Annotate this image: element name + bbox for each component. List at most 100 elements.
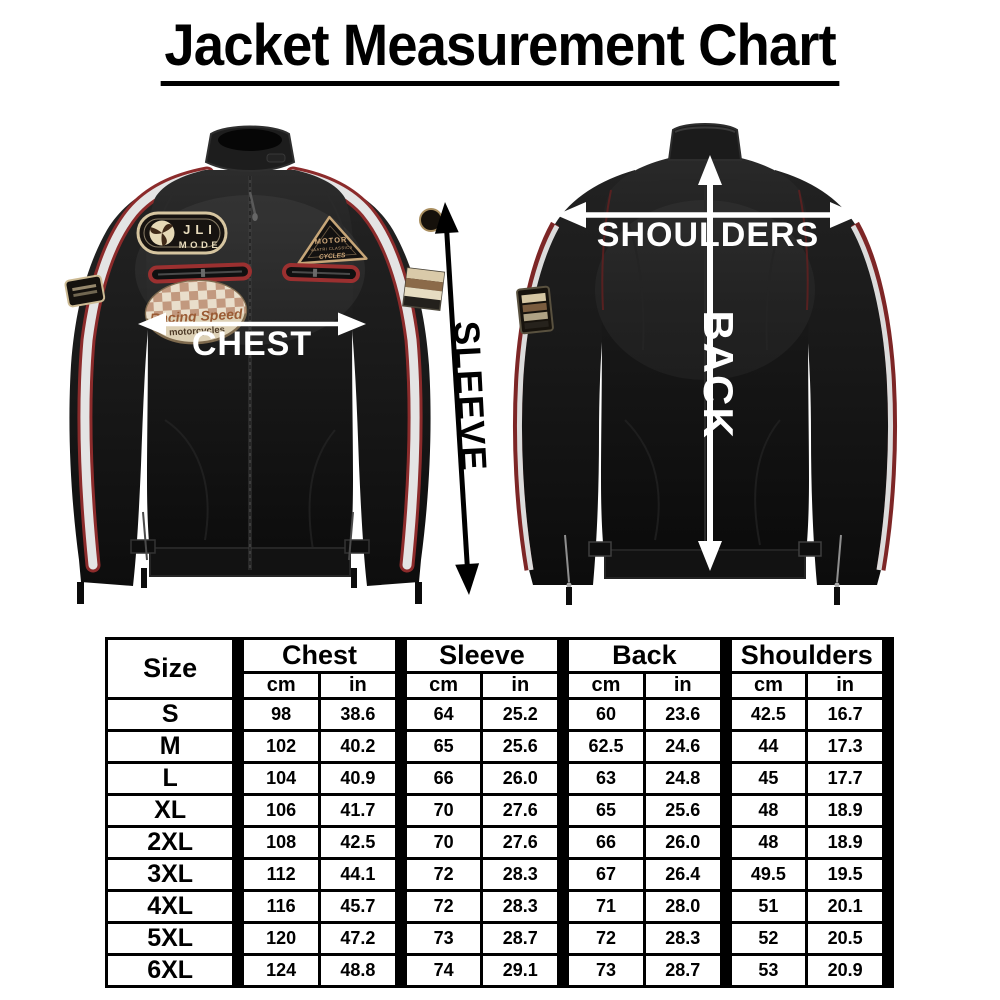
measurement-cell: 62.5 — [557, 729, 646, 764]
measurement-cell: 29.1 — [480, 953, 565, 988]
table-row: 5XL 120 47.2 73 28.7 72 28.3 52 20.5 — [105, 921, 890, 956]
front-jacket-image: JLI MODE MOTOR VAATRI CLASSICS CYCLES — [64, 125, 446, 604]
front-left-arm-patch — [64, 274, 106, 308]
measurement-cell: 40.2 — [318, 729, 403, 764]
measurement-cell: 73 — [557, 953, 646, 988]
size-cell: M — [105, 729, 240, 764]
measurement-cell: 28.7 — [642, 953, 728, 988]
measurement-cell: 49.5 — [719, 857, 809, 892]
measurement-cell: 48.8 — [318, 953, 403, 988]
group-header-row: Size Chest Sleeve Back Shoulders — [105, 637, 890, 700]
size-cell: 3XL — [105, 857, 240, 892]
measurement-cell: 17.3 — [805, 729, 890, 764]
size-cell: L — [105, 761, 240, 796]
measurement-cell: 25.2 — [480, 697, 565, 732]
table-row: S 98 38.6 64 25.2 60 23.6 42.5 16.7 — [105, 697, 890, 732]
size-column-header: Size — [105, 637, 240, 700]
measurement-cell: 72 — [557, 921, 646, 956]
measurement-cell: 74 — [394, 953, 484, 988]
measurement-cell: 16.7 — [805, 697, 890, 732]
back-torso — [588, 158, 822, 579]
measurement-cell: 20.1 — [805, 889, 890, 924]
measurement-cell: 65 — [557, 793, 646, 828]
measurement-cell: 98 — [232, 697, 322, 732]
oval-text-motorcycles: motorcycles — [169, 325, 225, 339]
front-zipper — [248, 176, 258, 570]
measurement-cell: 66 — [394, 761, 484, 796]
measurement-cell: 25.6 — [642, 793, 728, 828]
measurement-cell: 27.6 — [480, 793, 565, 828]
front-collar — [204, 125, 296, 172]
measurement-cell: 60 — [557, 697, 646, 732]
front-right-arm-patch — [402, 267, 446, 312]
measurement-cell: 26.0 — [642, 825, 728, 860]
measurement-cell: 38.6 — [318, 697, 403, 732]
back-stripe-hints — [512, 221, 898, 571]
measurement-cell: 47.2 — [318, 921, 403, 956]
back-jacket-image — [512, 123, 898, 605]
measurement-cell: 25.6 — [480, 729, 565, 764]
size-cell: 5XL — [105, 921, 240, 956]
measurement-cell: 28.0 — [642, 889, 728, 924]
measurement-cell: 48 — [719, 825, 809, 860]
front-right-cuff-tab — [415, 582, 422, 604]
triangle-text-cycles: CYCLES — [319, 252, 346, 261]
measurement-cell: 70 — [394, 793, 484, 828]
measurement-cell: 108 — [232, 825, 322, 860]
measurement-cell: 48 — [719, 793, 809, 828]
figure-area: JLI MODE MOTOR VAATRI CLASSICS CYCLES — [0, 100, 1000, 635]
back-left-buckle — [588, 541, 612, 557]
measurement-cell: 71 — [557, 889, 646, 924]
measurement-cell: 18.9 — [805, 793, 890, 828]
back-collar — [667, 123, 743, 161]
measurement-cell: 44.1 — [318, 857, 403, 892]
measurement-cell: 20.9 — [805, 953, 890, 988]
unit-header: in — [318, 671, 403, 700]
back-sleeve-patch — [516, 285, 554, 335]
measurement-cell: 24.6 — [642, 729, 728, 764]
measurement-cell: 65 — [394, 729, 484, 764]
measurement-cell: 40.9 — [318, 761, 403, 796]
sleeve-group-header: Sleeve — [394, 637, 565, 674]
measurement-cell: 23.6 — [642, 697, 728, 732]
table-row: M 102 40.2 65 25.6 62.5 24.6 44 17.3 — [105, 729, 890, 764]
measurement-cell: 24.8 — [642, 761, 728, 796]
badge-text-mode: MODE — [179, 240, 222, 251]
size-cell: XL — [105, 793, 240, 828]
size-cell: 2XL — [105, 825, 240, 860]
unit-header: cm — [557, 671, 646, 700]
chest-group-header: Chest — [232, 637, 403, 674]
front-right-zip-pull — [351, 568, 357, 588]
front-left-zip-pull — [141, 568, 147, 588]
back-hem-band — [604, 549, 806, 579]
size-table-body: S 98 38.6 64 25.2 60 23.6 42.5 16.7 M 102 40.2 65 25.… — [105, 697, 890, 988]
measurement-cell: 26.4 — [642, 857, 728, 892]
size-cell: 6XL — [105, 953, 240, 988]
measurement-cell: 44 — [719, 729, 809, 764]
unit-header: cm — [394, 671, 484, 700]
table-row: 6XL 124 48.8 74 29.1 73 28.7 53 20.9 — [105, 953, 890, 988]
measurement-cell: 45 — [719, 761, 809, 796]
front-shoulder-round-patch — [419, 208, 443, 232]
table-row: 3XL 112 44.1 72 28.3 67 26.4 49.5 19.5 — [105, 857, 890, 892]
measurement-cell: 18.9 — [805, 825, 890, 860]
triangle-text-motor: MOTOR — [314, 235, 347, 246]
racing-speed-oval-patch: Racing Speed motorcycles — [144, 278, 248, 345]
unit-header-row: cm in cm in cm in cm in — [107, 671, 890, 700]
measurement-cell: 28.3 — [642, 921, 728, 956]
measurement-cell: 19.5 — [805, 857, 890, 892]
front-left-cuff-tab — [77, 582, 84, 604]
unit-header: in — [805, 671, 890, 700]
jli-mode-badge: JLI MODE — [136, 211, 228, 255]
back-cuff-zips — [564, 534, 842, 605]
front-right-buckle — [344, 539, 370, 554]
measurement-cell: 104 — [232, 761, 322, 796]
front-left-buckle — [130, 539, 156, 554]
size-table-container: Size Chest Sleeve Back Shoulders cm in c… — [105, 637, 894, 988]
measurement-cell: 124 — [232, 953, 322, 988]
triangle-patch: MOTOR VAATRI CLASSICS CYCLES — [297, 215, 368, 265]
oval-text-racing-speed: Racing Speed — [150, 306, 244, 327]
front-side-zips — [142, 511, 354, 561]
unit-header: in — [642, 671, 728, 700]
